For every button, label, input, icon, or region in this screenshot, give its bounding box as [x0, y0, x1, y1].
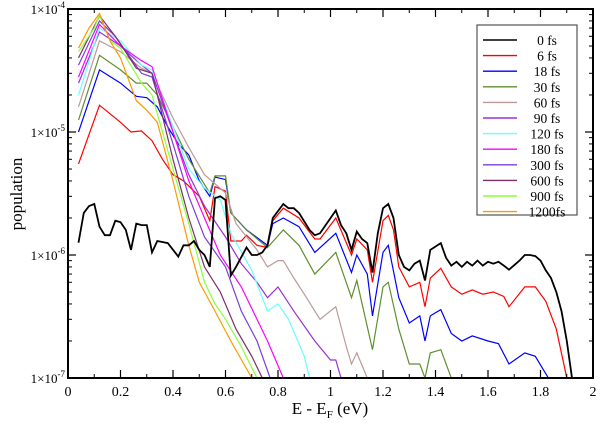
legend-label: 6 fs [537, 49, 557, 64]
y-axis-label: population [7, 157, 26, 230]
legend-label: 18 fs [534, 64, 561, 79]
x-tick-label: 1.2 [374, 385, 392, 400]
legend-label: 300 fs [530, 158, 563, 173]
legend-label: 120 fs [530, 127, 563, 142]
axis-ticks: 0 0.2 0.4 0.6 0.8 1 1.2 1.4 1.6 1.8 2 1×10-4 1×10-5 1… [31, 0, 597, 400]
legend-label: 900 fs [530, 189, 563, 204]
x-axis-label-unit: (eV) [333, 399, 368, 418]
y-tick-label: 1×10-6 [31, 246, 66, 263]
x-axis-label-subscript: F [327, 409, 333, 421]
x-tick-label: 0.6 [217, 385, 235, 400]
y-tick-label: 1×10-7 [31, 369, 66, 386]
x-tick-label: 1.4 [427, 385, 445, 400]
legend-label: 30 fs [534, 80, 561, 95]
x-tick-label: 2 [590, 385, 597, 400]
series-line-90fs [77, 31, 342, 378]
x-tick-label: 0.4 [164, 385, 182, 400]
x-tick-label: 1 [327, 385, 334, 400]
legend-label: 60 fs [534, 95, 561, 110]
series-line-6fs [77, 104, 568, 378]
legend-box [476, 24, 578, 216]
legend-label: 1200fs [529, 205, 566, 220]
y-tick-label: 1×10-4 [31, 0, 66, 17]
series-line-60fs [77, 40, 368, 378]
series-line-1200fs [77, 12, 253, 378]
x-tick-label: 1.6 [479, 385, 497, 400]
y-tick-label: 1×10-5 [31, 123, 66, 140]
x-tick-label: 0.2 [112, 385, 130, 400]
x-axis-label: E - EF (eV) [292, 399, 368, 421]
legend-label: 0 fs [537, 33, 557, 48]
series-layer [77, 12, 573, 378]
series-line-0fs [77, 195, 573, 378]
x-tick-label: 0.8 [269, 385, 287, 400]
x-tick-label: 0 [65, 385, 72, 400]
x-axis-label-main: E - E [292, 399, 327, 418]
series-line-120fs [77, 27, 311, 378]
series-line-900fs [78, 12, 258, 378]
legend-label: 90 fs [534, 111, 561, 126]
x-tick-label: 1.8 [532, 385, 550, 400]
series-line-30fs [77, 54, 452, 378]
series-line-600fs [77, 14, 263, 378]
legend-label: 600 fs [530, 173, 563, 188]
legend-label: 180 fs [530, 142, 563, 157]
series-line-180fs [77, 23, 284, 378]
